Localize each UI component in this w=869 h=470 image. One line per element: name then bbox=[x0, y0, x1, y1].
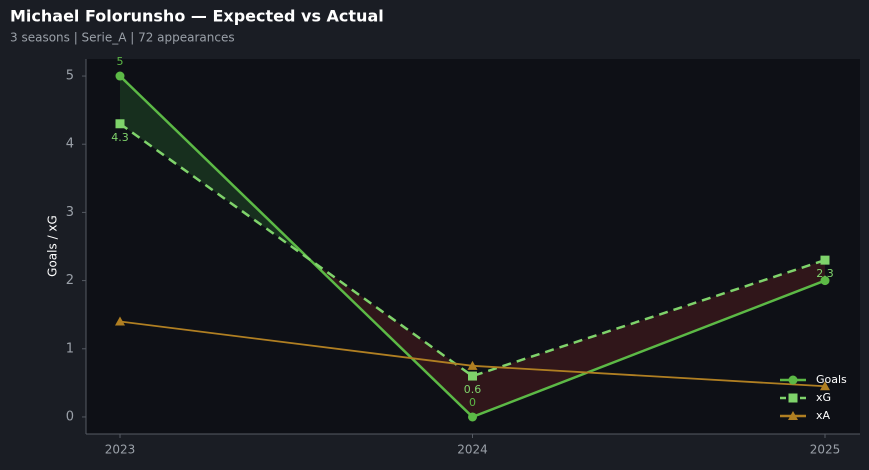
gap-area bbox=[472, 260, 825, 417]
legend-marker bbox=[788, 411, 798, 420]
series-line bbox=[119, 122, 826, 378]
y-tick-label: 1 bbox=[66, 341, 74, 356]
point bbox=[820, 255, 830, 265]
chart-subtitle: 3 seasons | Serie_A | 72 appearances bbox=[10, 31, 235, 45]
x-tick-label: 2025 bbox=[810, 443, 841, 457]
chart-title: Michael Folorunsho — Expected vs Actual bbox=[10, 7, 384, 26]
y-tick-label: 0 bbox=[66, 409, 74, 424]
point bbox=[468, 371, 477, 381]
point bbox=[115, 119, 125, 129]
point bbox=[115, 71, 125, 81]
point bbox=[467, 360, 478, 370]
legend-label: Goals bbox=[816, 373, 847, 386]
data-label: 0 bbox=[469, 396, 476, 409]
legend-label: xA bbox=[816, 409, 831, 422]
data-label: 0.6 bbox=[464, 383, 482, 396]
point bbox=[820, 276, 830, 286]
y-tick-label: 3 bbox=[66, 205, 74, 220]
point bbox=[468, 412, 477, 422]
y-tick-label: 5 bbox=[66, 69, 74, 84]
y-axis-label: Goals / xG bbox=[46, 215, 60, 277]
y-tick-label: 4 bbox=[66, 137, 74, 152]
x-tick-label: 2024 bbox=[457, 443, 488, 457]
point bbox=[820, 381, 830, 391]
x-tick-label: 2023 bbox=[105, 443, 136, 457]
legend-label: xG bbox=[816, 391, 831, 404]
data-label: 2.3 bbox=[816, 267, 834, 280]
plot-area bbox=[86, 59, 860, 434]
y-tick-label: 2 bbox=[66, 273, 74, 288]
data-label: 5 bbox=[117, 55, 124, 68]
legend-marker bbox=[788, 375, 798, 385]
legend-marker bbox=[788, 393, 798, 403]
data-label: 4.3 bbox=[111, 131, 129, 144]
point bbox=[115, 316, 125, 326]
